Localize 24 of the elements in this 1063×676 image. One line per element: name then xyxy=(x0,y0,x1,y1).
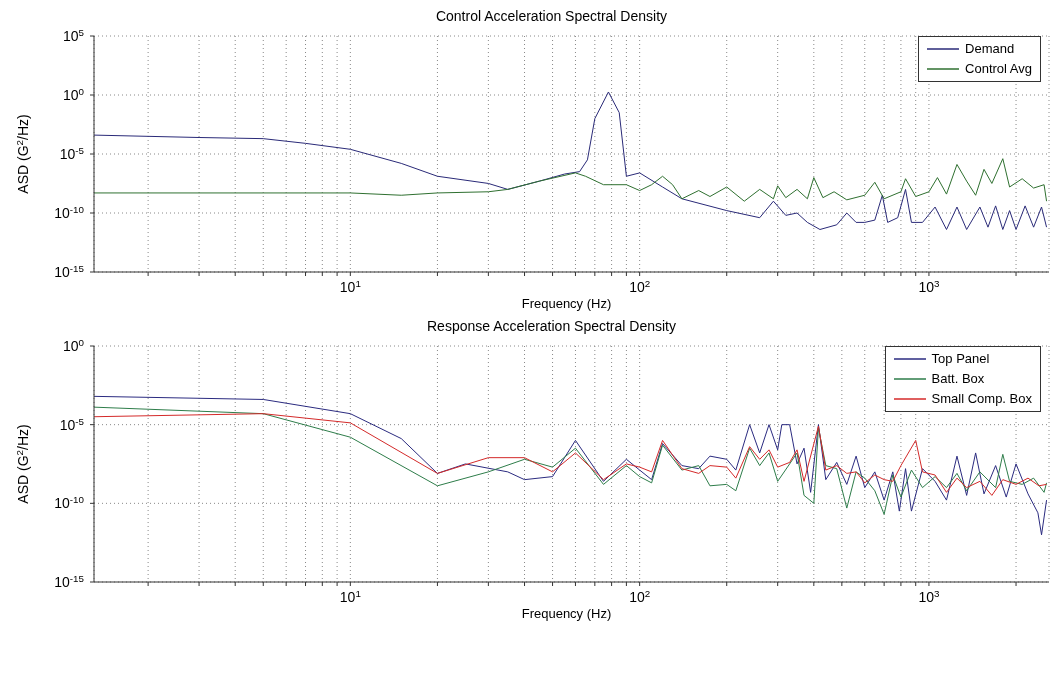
x-tick-label: 10$^{2}$ xyxy=(629,277,651,295)
y-tick-label: 10$^{0}$ xyxy=(62,85,85,103)
legend-label: Demand xyxy=(965,40,1015,58)
x-tick-label: 10$^{3}$ xyxy=(918,587,941,605)
legend-label: Control Avg xyxy=(965,60,1032,78)
x-tick-label: 10$^{2}$ xyxy=(629,587,651,605)
x-axis-title: Frequency (Hz) xyxy=(521,296,612,311)
y-tick-label: 10$^{-5}$ xyxy=(59,415,85,433)
x-tick-label: 10$^{1}$ xyxy=(339,277,361,295)
y-tick-label: 10$^{-5}$ xyxy=(59,144,85,162)
y-tick-label: 10$^{-10}$ xyxy=(54,203,85,221)
x-tick-label: 10$^{3}$ xyxy=(918,277,941,295)
y-tick-label: 10$^{-15}$ xyxy=(54,262,85,280)
chart-title: Response Acceleration Spectral Density xyxy=(426,318,677,334)
legend-label: Top Panel xyxy=(931,350,990,368)
y-tick-label: 10$^{-15}$ xyxy=(54,572,85,590)
y-tick-label: 10$^{-10}$ xyxy=(54,493,85,512)
chart-title: Control Acceleration Spectral Density xyxy=(435,8,668,24)
legend-label: Small Comp. Box xyxy=(931,390,1032,408)
y-tick-label: 10$^{0}$ xyxy=(62,336,85,354)
x-axis-title: Frequency (Hz) xyxy=(521,606,612,621)
y-tick-label: 10$^{5}$ xyxy=(62,26,85,44)
legend-label: Batt. Box xyxy=(931,370,985,388)
x-tick-label: 10$^{1}$ xyxy=(339,587,361,605)
